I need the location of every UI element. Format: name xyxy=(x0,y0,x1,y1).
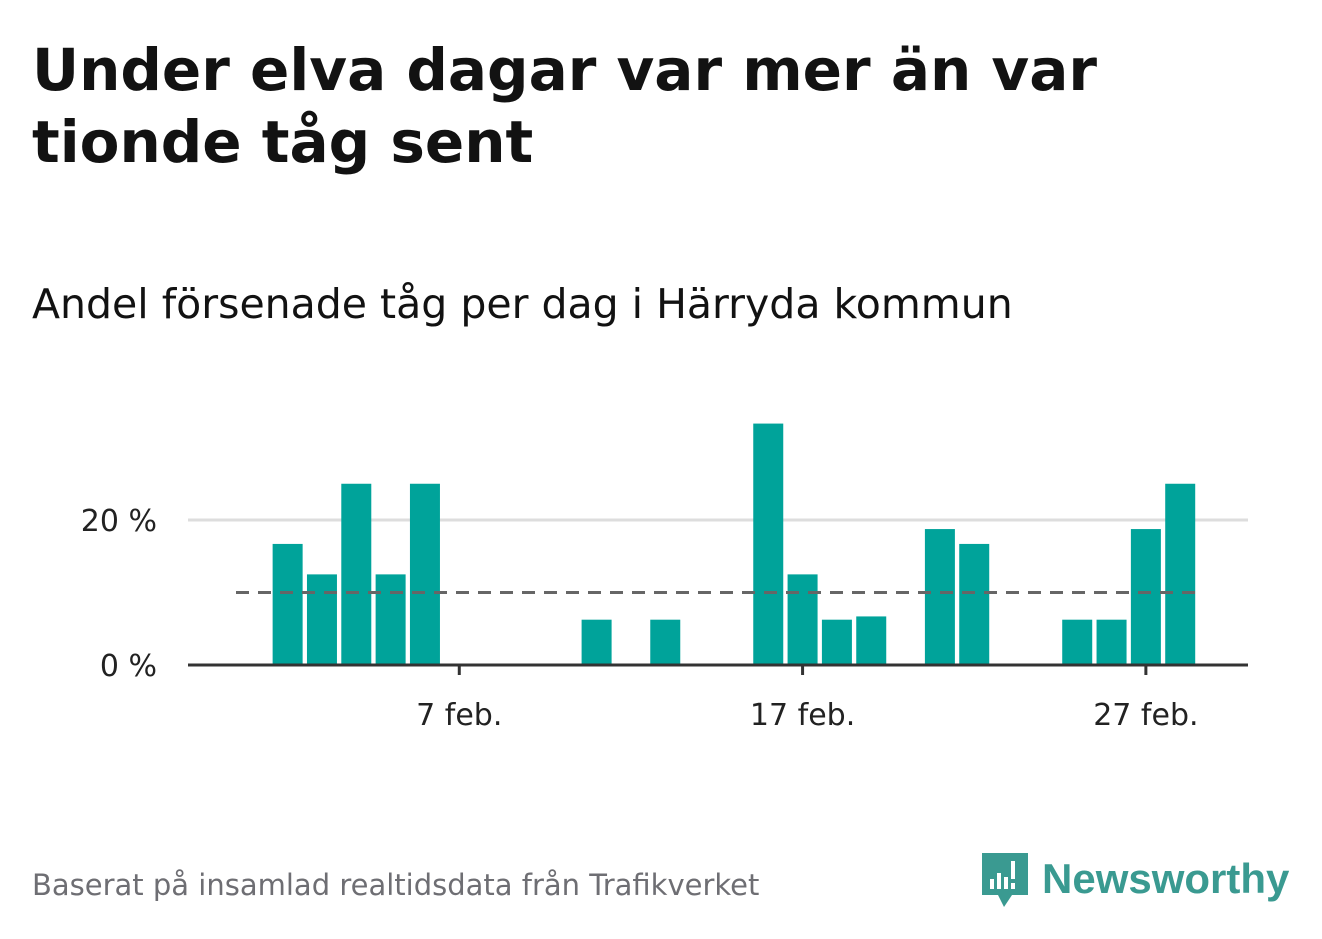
y-tick-label: 0 % xyxy=(100,649,157,684)
bars xyxy=(272,423,1196,665)
bar xyxy=(272,543,303,665)
bar-chart: 0 % 20 % 7 feb. 17 feb. 27 feb. xyxy=(81,423,1248,733)
y-tick-label: 20 % xyxy=(81,504,157,539)
axes: 0 % 20 % 7 feb. 17 feb. 27 feb. xyxy=(81,504,1248,733)
x-tick-label: 27 feb. xyxy=(1093,698,1198,733)
bar xyxy=(753,423,784,665)
bar xyxy=(1062,619,1093,665)
bar xyxy=(787,574,818,665)
bar xyxy=(650,619,681,665)
bar xyxy=(821,619,852,665)
bar xyxy=(1130,529,1161,665)
newsworthy-logo-icon xyxy=(982,853,1028,907)
bar xyxy=(375,574,406,665)
bar xyxy=(341,483,372,665)
bar xyxy=(581,619,612,665)
source-note: Baserat på insamlad realtidsdata från Tr… xyxy=(32,868,760,902)
bar xyxy=(924,529,955,665)
x-tick-label: 17 feb. xyxy=(750,698,855,733)
bar xyxy=(306,574,337,665)
x-tick-label: 7 feb. xyxy=(416,698,502,733)
bar xyxy=(856,616,887,665)
bar xyxy=(959,543,990,665)
chart-title: Under elva dagar var mer än var tionde t… xyxy=(32,36,1097,176)
logo-text: Newsworthy xyxy=(1042,855,1290,902)
bar xyxy=(1165,483,1196,665)
bar xyxy=(1096,619,1127,665)
newsworthy-logo: Newsworthy xyxy=(980,848,1289,910)
chart-subtitle: Andel försenade tåg per dag i Härryda ko… xyxy=(32,280,1013,328)
bar xyxy=(409,483,440,665)
